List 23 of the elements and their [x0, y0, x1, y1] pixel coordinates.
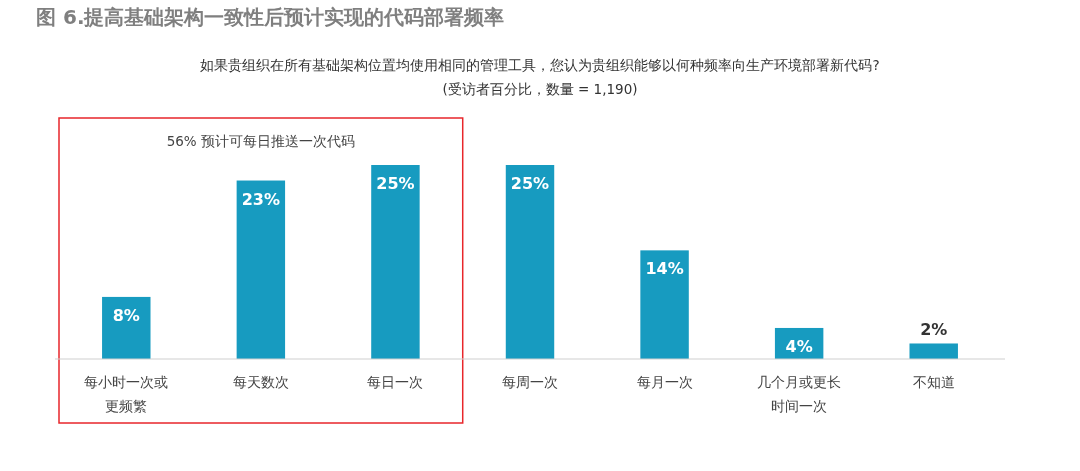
data-label: 4% — [785, 336, 813, 356]
data-label: 25% — [376, 174, 415, 193]
x-tick-label: 每月一次 — [636, 374, 693, 390]
data-label: 8% — [112, 305, 140, 325]
x-tick-label: 几个月或更长时间一次 — [757, 374, 842, 414]
bar — [640, 250, 689, 359]
chart-subtitle: 如果贵组织在所有基础架构位置均使用相同的管理工具，您认为贵组织能够以何种频率向生产环境部署新代码? (受访者百分比，数量 = 1,190) — [200, 57, 880, 97]
bar — [102, 296, 151, 359]
x-tick-label: 每小时一次或更频繁 — [84, 374, 169, 414]
bar — [371, 165, 420, 359]
text: 56% 预计可每日推送一次代码 — [166, 133, 356, 149]
x-tick-label: 不知道 — [912, 374, 955, 390]
data-label: 23% — [241, 189, 281, 209]
data-label: 25% — [510, 174, 550, 193]
bar — [505, 165, 555, 359]
data-label: 2% — [920, 320, 948, 340]
chart-title: 图 6.提高基础架构一致性后预计实现的代码部署频率 — [36, 5, 505, 29]
bar — [236, 180, 286, 359]
x-tick-label: 每周一次 — [502, 374, 558, 390]
data-label: 14% — [645, 259, 684, 279]
x-tick-label: 每天数次 — [232, 374, 289, 390]
bar — [909, 343, 958, 359]
x-tick-label: 每日一次 — [367, 374, 424, 390]
